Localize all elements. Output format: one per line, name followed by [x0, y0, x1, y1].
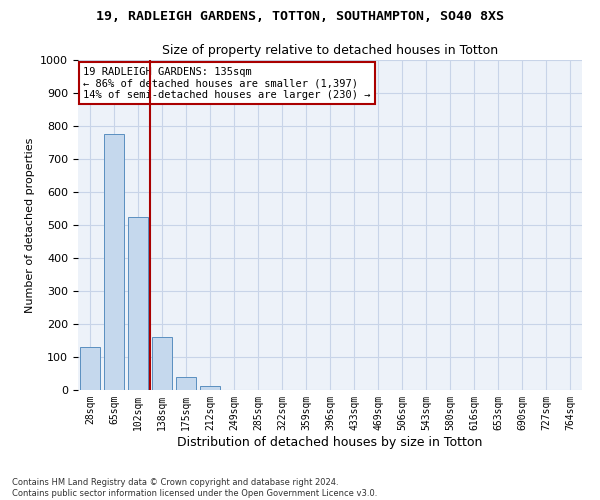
Bar [200, 386, 220, 390]
Text: 19 RADLEIGH GARDENS: 135sqm
← 86% of detached houses are smaller (1,397)
14% of : 19 RADLEIGH GARDENS: 135sqm ← 86% of det… [83, 66, 371, 100]
Y-axis label: Number of detached properties: Number of detached properties [25, 138, 35, 312]
X-axis label: Distribution of detached houses by size in Totton: Distribution of detached houses by size … [178, 436, 482, 448]
Bar [80, 347, 100, 390]
Text: Contains HM Land Registry data © Crown copyright and database right 2024.
Contai: Contains HM Land Registry data © Crown c… [12, 478, 377, 498]
Text: 19, RADLEIGH GARDENS, TOTTON, SOUTHAMPTON, SO40 8XS: 19, RADLEIGH GARDENS, TOTTON, SOUTHAMPTO… [96, 10, 504, 23]
Bar [176, 378, 196, 390]
Bar [152, 337, 172, 390]
Title: Size of property relative to detached houses in Totton: Size of property relative to detached ho… [162, 44, 498, 58]
Bar [104, 134, 124, 390]
Bar [128, 217, 148, 390]
